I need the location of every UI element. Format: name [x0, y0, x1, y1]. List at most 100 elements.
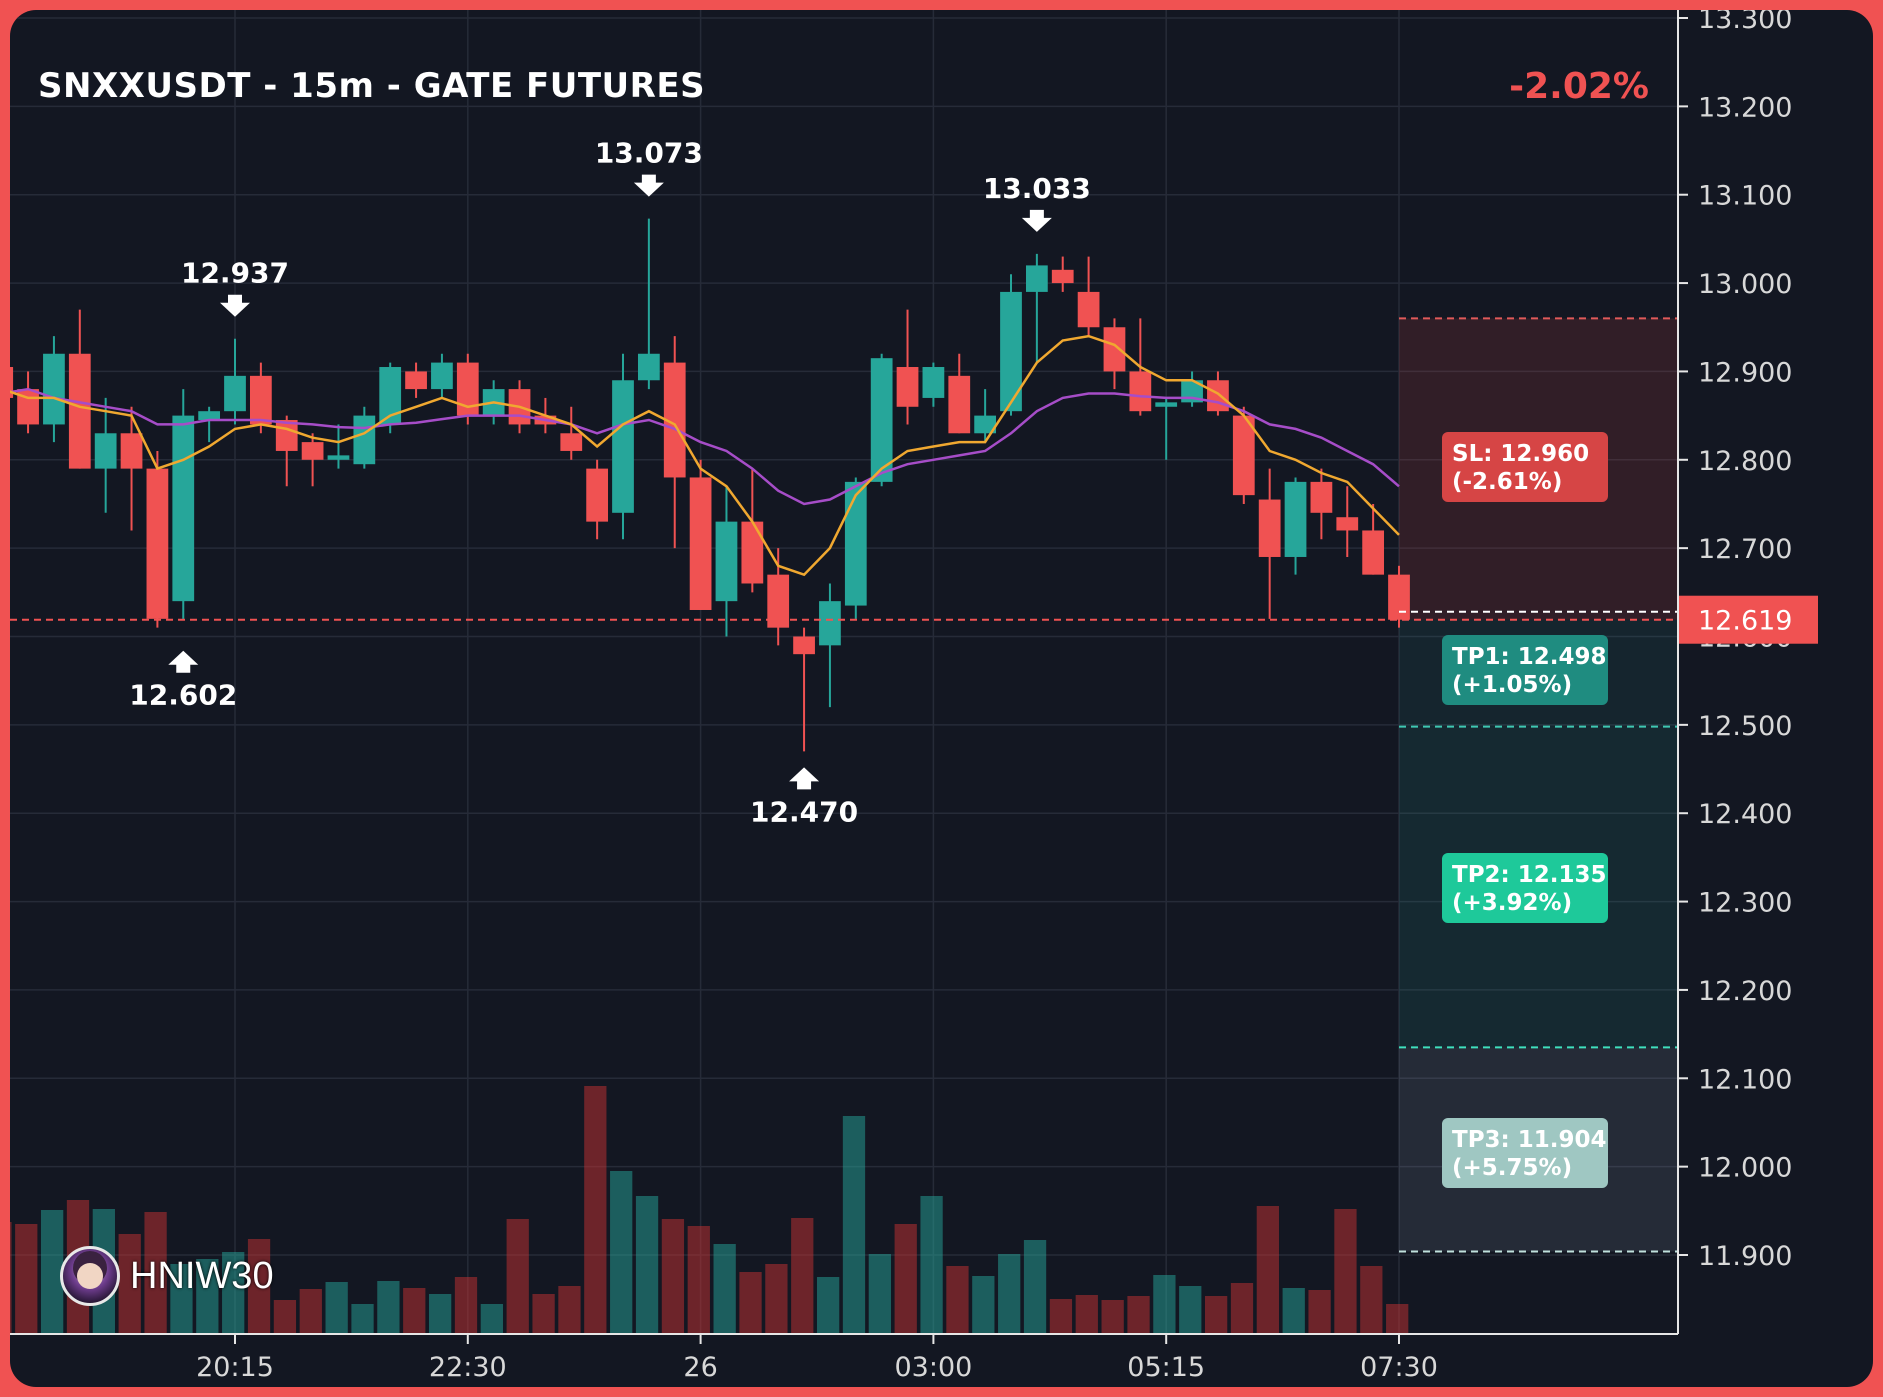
- volume-bar: [661, 1219, 685, 1334]
- ma-fast-line: [10, 334, 1400, 577]
- volume-bar: [170, 1264, 193, 1334]
- candle-body: [1232, 415, 1255, 496]
- volume-bar: [1049, 1299, 1073, 1334]
- candle-body: [43, 353, 65, 425]
- ma-slow-line: [10, 387, 1400, 506]
- current-price-tag: [1678, 595, 1818, 644]
- tp2-label: TP2: 12.135(+3.92%): [1442, 853, 1608, 923]
- candle-body: [1155, 402, 1178, 407]
- annotation-label: 13.073: [595, 137, 703, 170]
- candle-body: [741, 521, 764, 584]
- volume-bar: [222, 1252, 245, 1334]
- volume-bar: [1256, 1206, 1279, 1334]
- price-chart[interactable]: SL: 12.960(-2.61%) TP1: 12.498(+1.05%) TP2…: [10, 10, 1873, 1387]
- volume-bar: [299, 1289, 322, 1334]
- tp1-label-box: [1442, 635, 1608, 705]
- tp3-label: TP3: 11.904(+5.75%): [1442, 1118, 1608, 1188]
- x-tick-label: 26: [683, 1352, 717, 1383]
- volume-bar: [1127, 1296, 1150, 1334]
- candle-body: [275, 420, 298, 451]
- volume-bar: [351, 1304, 374, 1334]
- tp1-label: TP1: 12.498(+1.05%): [1442, 635, 1608, 705]
- price-change: -2.02%: [1509, 66, 1649, 107]
- price-annotations: 12.937 13.073 13.033 12.602 12.470: [129, 137, 1091, 829]
- candle-body: [353, 415, 376, 465]
- volume-bar: [1334, 1209, 1357, 1334]
- candle-body: [172, 415, 195, 602]
- candle-body: [922, 367, 945, 398]
- arrow-up-icon: [168, 650, 199, 673]
- tp2-label-price: TP2: 12.135: [1452, 862, 1607, 888]
- candle-body: [456, 362, 479, 416]
- volume-bar: [196, 1259, 219, 1334]
- annotation-high: 13.073: [595, 137, 703, 197]
- candle-body: [1025, 265, 1048, 292]
- volume-bar: [894, 1224, 917, 1334]
- y-tick-label: 13.200: [1698, 92, 1792, 123]
- candle-body: [1388, 574, 1410, 620]
- candle-body: [10, 367, 14, 398]
- y-tick-label: 12.500: [1698, 711, 1792, 742]
- volume-bar: [635, 1196, 659, 1334]
- volume-bar: [1282, 1288, 1305, 1334]
- candle-body: [663, 362, 686, 478]
- arrow-down-icon: [220, 294, 250, 317]
- candle-body: [146, 468, 169, 619]
- volume-bar: [791, 1218, 814, 1334]
- annotation-high: 13.033: [983, 172, 1091, 232]
- annotation-low: 12.602: [129, 650, 237, 712]
- volume-bar: [1386, 1304, 1409, 1334]
- annotation-high: 12.937: [181, 257, 289, 317]
- volume-bar: [532, 1294, 555, 1334]
- candle-body: [560, 433, 583, 451]
- volume-bar: [1153, 1275, 1176, 1334]
- candle-body: [974, 415, 997, 434]
- candle-body: [612, 380, 634, 513]
- volume-bar: [584, 1086, 607, 1334]
- candle-body: [586, 468, 609, 522]
- candle-body: [405, 371, 427, 390]
- volume-bar: [998, 1254, 1021, 1334]
- volume-bar: [454, 1277, 478, 1334]
- sl-label: SL: 12.960(-2.61%): [1442, 432, 1608, 502]
- candle-body: [1103, 327, 1126, 372]
- grid: [10, 10, 1678, 1334]
- candle-body: [198, 411, 221, 421]
- arrow-down-icon: [633, 174, 664, 197]
- volume-bar: [273, 1300, 297, 1334]
- candle-body: [1207, 380, 1229, 412]
- volume-bar: [739, 1272, 762, 1334]
- volume-bar: [868, 1254, 891, 1334]
- watermark-name: HNIW30: [130, 1254, 274, 1297]
- volume-bar: [1023, 1240, 1047, 1334]
- y-tick-label: 12.300: [1698, 888, 1792, 919]
- x-tick-label: 05:15: [1127, 1352, 1205, 1383]
- volume-bar: [506, 1219, 529, 1334]
- candle-body: [68, 353, 91, 469]
- y-tick-label: 13.100: [1698, 181, 1792, 212]
- volume-bar: [1308, 1290, 1331, 1334]
- y-tick-label: 11.900: [1698, 1241, 1792, 1272]
- candle-body: [379, 367, 402, 425]
- tp3-label-box: [1442, 1118, 1608, 1188]
- annotation-low: 12.470: [750, 767, 858, 828]
- y-tick-label: 12.800: [1698, 446, 1792, 477]
- y-tick-label: 13.000: [1698, 269, 1792, 300]
- x-tick-label: 20:15: [196, 1352, 274, 1383]
- volume-bar: [40, 1210, 64, 1334]
- tp3-label-pct: (+5.75%): [1452, 1155, 1572, 1181]
- candle-body: [1129, 371, 1152, 412]
- candle-body: [767, 574, 790, 628]
- volume-bar: [558, 1286, 581, 1334]
- candle-body: [1000, 291, 1022, 412]
- x-tick-label: 03:00: [894, 1352, 972, 1383]
- volume-bar: [687, 1226, 710, 1334]
- watermark: HNIW30: [60, 1246, 274, 1306]
- volume-bar: [765, 1264, 788, 1334]
- volume-bar: [842, 1116, 866, 1334]
- sl-label-box: [1442, 432, 1608, 502]
- volume-bar: [713, 1244, 736, 1334]
- candle-body: [793, 636, 815, 655]
- candle-body: [301, 442, 324, 460]
- volume-bar: [377, 1281, 400, 1334]
